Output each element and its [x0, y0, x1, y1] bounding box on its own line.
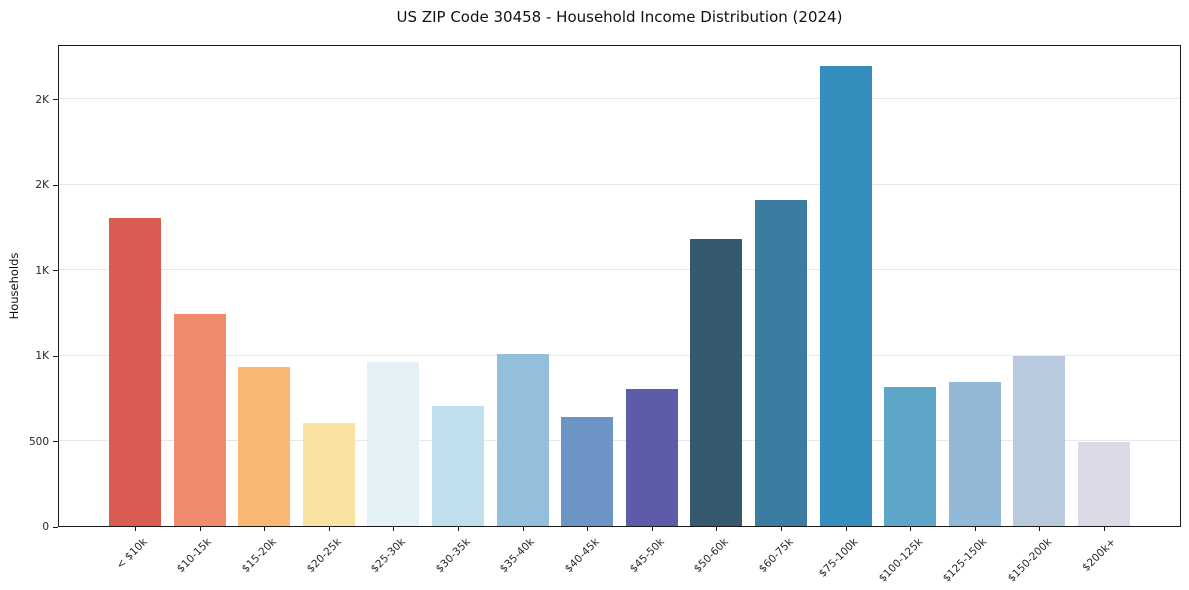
y-tick-label: 2K — [35, 93, 49, 106]
x-tick-label: $30-35k — [433, 536, 473, 576]
plot-area — [58, 45, 1181, 527]
x-tick-mark — [781, 527, 782, 531]
x-tick-label: $15-20k — [239, 536, 279, 576]
bar-$150-200k — [1013, 355, 1066, 526]
x-tick-mark — [264, 527, 266, 531]
bar-$25-30k — [367, 361, 420, 526]
x-tick-label: $20-25k — [304, 536, 344, 576]
x-tick-label: $150-200k — [1005, 536, 1054, 585]
bar-$35-40k — [496, 354, 549, 526]
bar-$20-25k — [302, 423, 355, 526]
chart-title: US ZIP Code 30458 - Household Income Dis… — [396, 8, 843, 26]
bar-$45-50k — [625, 389, 678, 526]
y-tick-label: 500 — [28, 435, 49, 448]
bar-$100-125k — [884, 386, 937, 526]
x-tick-label: $50-60k — [691, 536, 731, 576]
x-tick-label: $40-45k — [562, 536, 602, 576]
y-tick-label: 1K — [35, 264, 49, 277]
y-tick-mark — [53, 184, 58, 186]
y-tick-mark — [53, 441, 58, 443]
y-tick-label: 0 — [42, 521, 49, 533]
x-tick-label: $10-15k — [175, 536, 215, 576]
x-tick-mark — [199, 527, 201, 531]
gridline — [59, 98, 1180, 100]
bar-$50-60k — [690, 238, 743, 526]
x-tick-label: $200k+ — [1080, 536, 1119, 574]
x-tick-label: $60-75k — [756, 536, 796, 576]
gridline — [59, 269, 1180, 271]
x-tick-mark — [135, 527, 136, 531]
bar-$30-35k — [432, 406, 484, 526]
x-tick-label: $45-50k — [627, 536, 667, 576]
x-tick-mark — [587, 527, 589, 531]
x-tick-mark — [651, 527, 653, 531]
x-tick-mark — [716, 527, 718, 531]
x-tick-mark — [845, 527, 847, 531]
y-tick-mark — [53, 526, 58, 528]
x-tick-mark — [522, 527, 524, 531]
x-tick-label: $75-100k — [816, 536, 861, 580]
bar-$15-20k — [238, 367, 291, 526]
x-tick-label: < $10k — [113, 536, 150, 572]
x-tick-mark — [328, 527, 330, 531]
x-tick-mark — [393, 527, 395, 531]
gridline — [59, 440, 1180, 442]
bar-$10-15k — [173, 314, 226, 526]
x-tick-mark — [910, 527, 912, 531]
bar-< $10k — [109, 218, 161, 526]
x-tick-label: $125-150k — [940, 536, 990, 585]
y-tick-mark — [53, 270, 58, 272]
gridline — [59, 183, 1180, 185]
bar-$75-100k — [819, 66, 872, 526]
x-tick-mark — [458, 527, 459, 531]
x-tick-mark — [1039, 527, 1041, 531]
bar-$125-150k — [948, 381, 1001, 526]
x-tick-label: $100-125k — [876, 536, 925, 585]
gridline — [59, 354, 1180, 356]
y-tick-label: 2K — [35, 179, 49, 192]
x-tick-mark — [1104, 527, 1105, 531]
y-tick-mark — [53, 355, 58, 357]
bar-$60-75k — [755, 199, 807, 526]
x-tick-mark — [974, 527, 976, 531]
y-tick-mark — [53, 99, 58, 101]
bar-$40-45k — [561, 417, 614, 526]
x-tick-label: $35-40k — [498, 536, 538, 576]
bar-$200k+ — [1078, 442, 1130, 526]
x-tick-label: $25-30k — [368, 536, 408, 576]
y-axis-label: Households — [7, 252, 21, 320]
y-tick-label: 1K — [35, 350, 49, 363]
